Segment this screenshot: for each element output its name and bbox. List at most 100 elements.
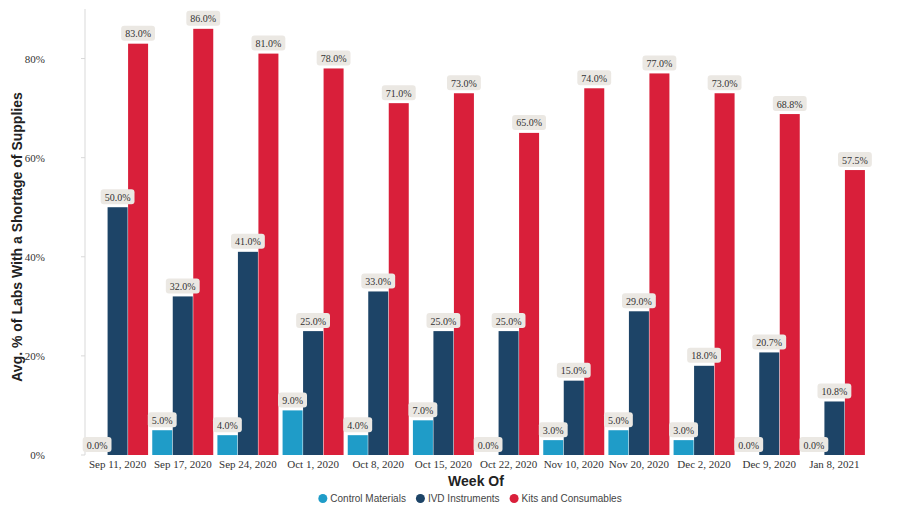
bar — [739, 455, 759, 456]
data-label-box — [708, 75, 742, 90]
data-label-text: 4.0% — [217, 420, 238, 431]
data-label-box — [343, 417, 372, 432]
legend-item: IVD Instruments — [416, 493, 500, 504]
bar — [499, 331, 519, 455]
legend-swatch — [510, 494, 519, 503]
legend-label: Control Materials — [330, 493, 406, 504]
bar — [433, 331, 453, 455]
legend-swatch — [416, 494, 425, 503]
data-label-box — [251, 36, 285, 51]
y-tick-label: 20% — [25, 350, 45, 362]
data-label-box — [361, 273, 395, 288]
data-label-box — [492, 313, 526, 328]
data-label: 71.0% — [382, 85, 416, 100]
data-label-text: 25.0% — [300, 316, 326, 327]
data-label-box — [577, 70, 611, 85]
data-label-box — [557, 363, 591, 378]
data-label: 33.0% — [361, 273, 395, 288]
bar — [217, 435, 237, 455]
data-label: 50.0% — [101, 189, 135, 204]
data-label-box — [669, 422, 698, 437]
data-label-box — [186, 11, 220, 26]
data-label: 5.0% — [148, 412, 177, 427]
bar — [845, 170, 865, 455]
data-label-box — [296, 313, 330, 328]
legend-item: Kits and Consumables — [510, 493, 622, 504]
data-label: 20.7% — [752, 334, 786, 349]
y-tick — [81, 157, 85, 158]
data-label: 18.0% — [687, 348, 721, 363]
legend-swatch — [318, 494, 327, 503]
data-label-text: 32.0% — [170, 281, 196, 292]
bar — [478, 455, 498, 456]
data-label-box — [148, 412, 177, 427]
data-label: 9.0% — [278, 392, 307, 407]
data-label-box — [408, 402, 437, 417]
data-label-text: 81.0% — [255, 38, 281, 49]
data-label-box — [213, 417, 242, 432]
data-label-text: 50.0% — [105, 192, 131, 203]
data-label-text: 71.0% — [386, 88, 412, 99]
x-tick-label: Nov 10, 2020 — [544, 458, 605, 470]
data-label-text: 25.0% — [430, 316, 456, 327]
data-label-text: 29.0% — [626, 296, 652, 307]
legend-item: Control Materials — [318, 493, 406, 504]
data-label-box — [382, 85, 416, 100]
data-label-text: 25.0% — [496, 316, 522, 327]
data-label-box — [317, 50, 351, 65]
bar — [193, 29, 213, 455]
data-label: 3.0% — [669, 422, 698, 437]
data-label: 41.0% — [231, 234, 265, 249]
bar — [694, 366, 714, 455]
data-label-box — [426, 313, 460, 328]
bar — [303, 331, 323, 455]
data-label: 15.0% — [557, 363, 591, 378]
data-label: 25.0% — [296, 313, 330, 328]
bar — [649, 73, 669, 455]
data-label-text: 3.0% — [543, 425, 564, 436]
data-label-box — [474, 437, 503, 452]
data-label-text: 73.0% — [451, 78, 477, 89]
data-label-text: 9.0% — [282, 395, 303, 406]
y-tick-label: 80% — [25, 53, 45, 65]
y-axis-title: Avg. % of Labs With a Shortage of Suppli… — [9, 92, 25, 382]
bar — [584, 88, 604, 455]
data-label-text: 57.5% — [842, 155, 868, 166]
bar — [152, 430, 172, 455]
data-label-box — [799, 437, 828, 452]
bar — [804, 455, 824, 456]
data-label: 0.0% — [474, 437, 503, 452]
x-tick-label: Sep 17, 2020 — [154, 458, 212, 470]
bar — [454, 93, 474, 455]
data-label: 74.0% — [577, 70, 611, 85]
x-tick-label: Oct 1, 2020 — [287, 458, 339, 470]
x-tick-label: Nov 20, 2020 — [609, 458, 670, 470]
data-label: 3.0% — [539, 422, 568, 437]
y-tick-label: 0% — [30, 449, 45, 461]
bar — [413, 420, 433, 455]
x-tick-label: Dec 2, 2020 — [677, 458, 731, 470]
bar — [108, 207, 128, 455]
x-tick-label: Oct 15, 2020 — [415, 458, 473, 470]
bar — [348, 435, 368, 455]
data-label-box — [231, 234, 265, 249]
bar — [608, 430, 628, 455]
data-label-text: 10.8% — [821, 386, 847, 397]
data-label: 0.0% — [83, 437, 112, 452]
data-label-box — [604, 412, 633, 427]
data-label-text: 83.0% — [125, 28, 151, 39]
bar — [173, 296, 193, 455]
y-tick-label: 40% — [25, 251, 45, 263]
legend: Control Materials IVD Instruments Kits and… — [318, 493, 621, 504]
data-label: 86.0% — [186, 11, 220, 26]
data-label-box — [101, 189, 135, 204]
data-label: 68.8% — [773, 96, 807, 111]
data-label-text: 18.0% — [691, 350, 717, 361]
data-label-box — [121, 26, 155, 41]
data-label: 32.0% — [166, 278, 200, 293]
data-label-text: 20.7% — [756, 337, 782, 348]
data-label-text: 65.0% — [516, 117, 542, 128]
data-label-text: 74.0% — [581, 73, 607, 84]
data-label: 78.0% — [317, 50, 351, 65]
y-tick — [81, 58, 85, 59]
